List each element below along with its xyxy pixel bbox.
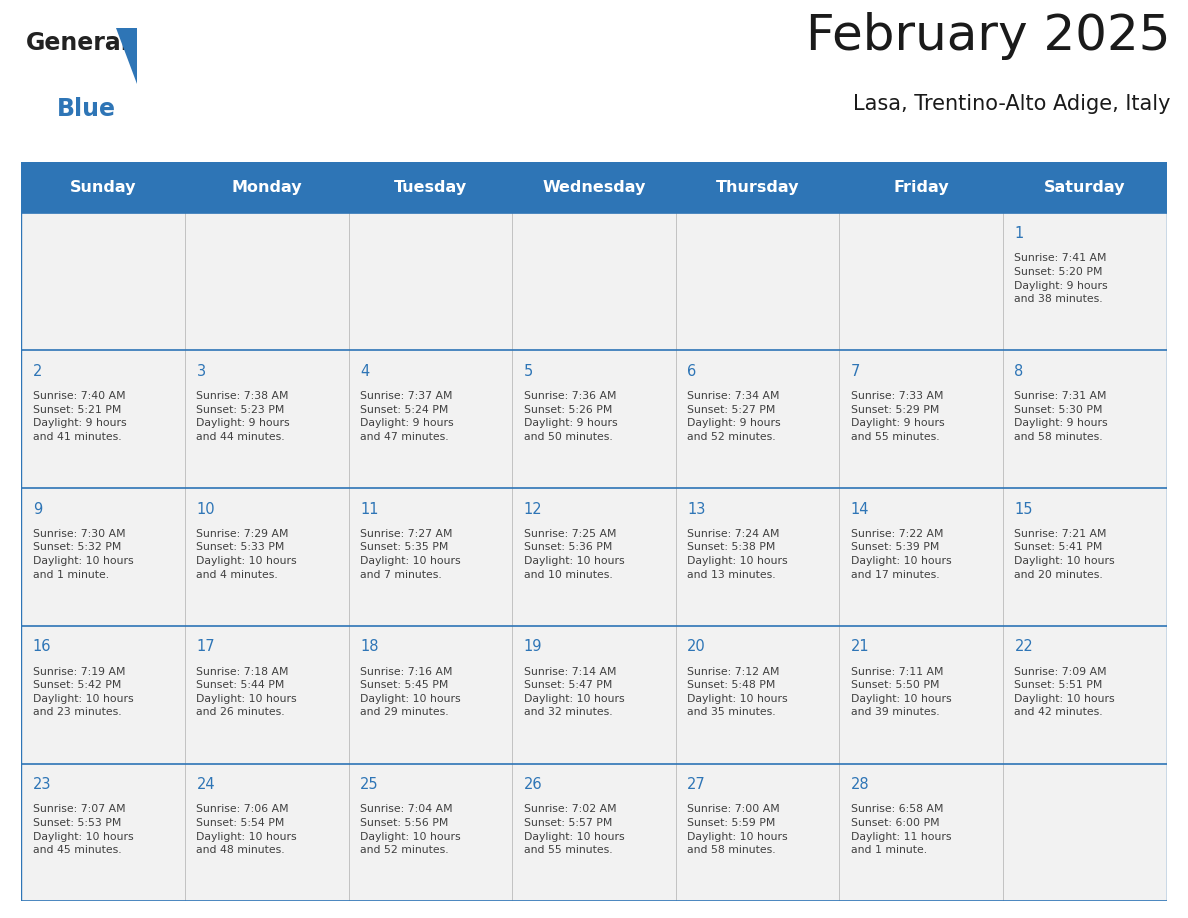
Bar: [21, 213, 1167, 351]
Text: 21: 21: [851, 639, 870, 655]
Bar: [21, 626, 1167, 764]
Text: Sunday: Sunday: [70, 180, 137, 196]
Text: Lasa, Trentino-Alto Adige, Italy: Lasa, Trentino-Alto Adige, Italy: [853, 94, 1170, 114]
Text: 12: 12: [524, 501, 542, 517]
Text: 1: 1: [1015, 226, 1024, 241]
Text: Sunrise: 7:31 AM
Sunset: 5:30 PM
Daylight: 9 hours
and 58 minutes.: Sunrise: 7:31 AM Sunset: 5:30 PM Dayligh…: [1015, 391, 1108, 442]
Text: Sunrise: 7:36 AM
Sunset: 5:26 PM
Daylight: 9 hours
and 50 minutes.: Sunrise: 7:36 AM Sunset: 5:26 PM Dayligh…: [524, 391, 618, 442]
Text: Sunrise: 7:24 AM
Sunset: 5:38 PM
Daylight: 10 hours
and 13 minutes.: Sunrise: 7:24 AM Sunset: 5:38 PM Dayligh…: [687, 529, 788, 579]
Text: 26: 26: [524, 777, 542, 792]
Text: 28: 28: [851, 777, 870, 792]
Text: 5: 5: [524, 364, 533, 379]
Text: Sunrise: 7:30 AM
Sunset: 5:32 PM
Daylight: 10 hours
and 1 minute.: Sunrise: 7:30 AM Sunset: 5:32 PM Dayligh…: [33, 529, 133, 579]
Text: Blue: Blue: [57, 96, 116, 121]
Text: 18: 18: [360, 639, 379, 655]
Text: Sunrise: 7:11 AM
Sunset: 5:50 PM
Daylight: 10 hours
and 39 minutes.: Sunrise: 7:11 AM Sunset: 5:50 PM Dayligh…: [851, 666, 952, 718]
Text: 9: 9: [33, 501, 42, 517]
Text: Sunrise: 7:41 AM
Sunset: 5:20 PM
Daylight: 9 hours
and 38 minutes.: Sunrise: 7:41 AM Sunset: 5:20 PM Dayligh…: [1015, 253, 1108, 304]
Text: Sunrise: 7:06 AM
Sunset: 5:54 PM
Daylight: 10 hours
and 48 minutes.: Sunrise: 7:06 AM Sunset: 5:54 PM Dayligh…: [196, 804, 297, 856]
Text: 14: 14: [851, 501, 870, 517]
Text: Sunrise: 7:14 AM
Sunset: 5:47 PM
Daylight: 10 hours
and 32 minutes.: Sunrise: 7:14 AM Sunset: 5:47 PM Dayligh…: [524, 666, 624, 718]
Text: 23: 23: [33, 777, 51, 792]
Text: Sunrise: 7:22 AM
Sunset: 5:39 PM
Daylight: 10 hours
and 17 minutes.: Sunrise: 7:22 AM Sunset: 5:39 PM Dayligh…: [851, 529, 952, 579]
Text: Sunrise: 7:04 AM
Sunset: 5:56 PM
Daylight: 10 hours
and 52 minutes.: Sunrise: 7:04 AM Sunset: 5:56 PM Dayligh…: [360, 804, 461, 856]
Text: Sunrise: 7:12 AM
Sunset: 5:48 PM
Daylight: 10 hours
and 35 minutes.: Sunrise: 7:12 AM Sunset: 5:48 PM Dayligh…: [687, 666, 788, 718]
Text: 11: 11: [360, 501, 379, 517]
Text: 17: 17: [196, 639, 215, 655]
Bar: [21, 764, 1167, 901]
Text: 24: 24: [196, 777, 215, 792]
Text: Saturday: Saturday: [1044, 180, 1125, 196]
Text: Sunrise: 7:18 AM
Sunset: 5:44 PM
Daylight: 10 hours
and 26 minutes.: Sunrise: 7:18 AM Sunset: 5:44 PM Dayligh…: [196, 666, 297, 718]
Text: Sunrise: 7:19 AM
Sunset: 5:42 PM
Daylight: 10 hours
and 23 minutes.: Sunrise: 7:19 AM Sunset: 5:42 PM Dayligh…: [33, 666, 133, 718]
Text: 13: 13: [687, 501, 706, 517]
Text: Sunrise: 7:07 AM
Sunset: 5:53 PM
Daylight: 10 hours
and 45 minutes.: Sunrise: 7:07 AM Sunset: 5:53 PM Dayligh…: [33, 804, 133, 856]
Text: Tuesday: Tuesday: [394, 180, 467, 196]
Bar: [21, 162, 1167, 213]
Bar: [21, 351, 1167, 488]
Text: Sunrise: 6:58 AM
Sunset: 6:00 PM
Daylight: 11 hours
and 1 minute.: Sunrise: 6:58 AM Sunset: 6:00 PM Dayligh…: [851, 804, 952, 856]
Text: February 2025: February 2025: [805, 13, 1170, 61]
Text: Sunrise: 7:37 AM
Sunset: 5:24 PM
Daylight: 9 hours
and 47 minutes.: Sunrise: 7:37 AM Sunset: 5:24 PM Dayligh…: [360, 391, 454, 442]
Text: 20: 20: [687, 639, 706, 655]
Text: Thursday: Thursday: [716, 180, 800, 196]
Text: Sunrise: 7:38 AM
Sunset: 5:23 PM
Daylight: 9 hours
and 44 minutes.: Sunrise: 7:38 AM Sunset: 5:23 PM Dayligh…: [196, 391, 290, 442]
Text: Monday: Monday: [232, 180, 302, 196]
Text: Sunrise: 7:33 AM
Sunset: 5:29 PM
Daylight: 9 hours
and 55 minutes.: Sunrise: 7:33 AM Sunset: 5:29 PM Dayligh…: [851, 391, 944, 442]
Text: 10: 10: [196, 501, 215, 517]
Text: Sunrise: 7:27 AM
Sunset: 5:35 PM
Daylight: 10 hours
and 7 minutes.: Sunrise: 7:27 AM Sunset: 5:35 PM Dayligh…: [360, 529, 461, 579]
Polygon shape: [116, 28, 137, 84]
Text: 15: 15: [1015, 501, 1032, 517]
Text: 19: 19: [524, 639, 542, 655]
Bar: [21, 488, 1167, 626]
Text: 6: 6: [687, 364, 696, 379]
Text: Sunrise: 7:34 AM
Sunset: 5:27 PM
Daylight: 9 hours
and 52 minutes.: Sunrise: 7:34 AM Sunset: 5:27 PM Dayligh…: [687, 391, 781, 442]
Text: Friday: Friday: [893, 180, 949, 196]
Text: Sunrise: 7:16 AM
Sunset: 5:45 PM
Daylight: 10 hours
and 29 minutes.: Sunrise: 7:16 AM Sunset: 5:45 PM Dayligh…: [360, 666, 461, 718]
Text: General: General: [26, 31, 129, 55]
Text: Sunrise: 7:09 AM
Sunset: 5:51 PM
Daylight: 10 hours
and 42 minutes.: Sunrise: 7:09 AM Sunset: 5:51 PM Dayligh…: [1015, 666, 1116, 718]
Text: Sunrise: 7:40 AM
Sunset: 5:21 PM
Daylight: 9 hours
and 41 minutes.: Sunrise: 7:40 AM Sunset: 5:21 PM Dayligh…: [33, 391, 126, 442]
Text: 8: 8: [1015, 364, 1024, 379]
Text: 2: 2: [33, 364, 43, 379]
Text: Sunrise: 7:00 AM
Sunset: 5:59 PM
Daylight: 10 hours
and 58 minutes.: Sunrise: 7:00 AM Sunset: 5:59 PM Dayligh…: [687, 804, 788, 856]
Text: Sunrise: 7:29 AM
Sunset: 5:33 PM
Daylight: 10 hours
and 4 minutes.: Sunrise: 7:29 AM Sunset: 5:33 PM Dayligh…: [196, 529, 297, 579]
Text: Sunrise: 7:02 AM
Sunset: 5:57 PM
Daylight: 10 hours
and 55 minutes.: Sunrise: 7:02 AM Sunset: 5:57 PM Dayligh…: [524, 804, 624, 856]
Text: 22: 22: [1015, 639, 1034, 655]
Text: 7: 7: [851, 364, 860, 379]
Text: Wednesday: Wednesday: [542, 180, 646, 196]
Text: 27: 27: [687, 777, 706, 792]
Text: Sunrise: 7:25 AM
Sunset: 5:36 PM
Daylight: 10 hours
and 10 minutes.: Sunrise: 7:25 AM Sunset: 5:36 PM Dayligh…: [524, 529, 624, 579]
Text: 25: 25: [360, 777, 379, 792]
Text: Sunrise: 7:21 AM
Sunset: 5:41 PM
Daylight: 10 hours
and 20 minutes.: Sunrise: 7:21 AM Sunset: 5:41 PM Dayligh…: [1015, 529, 1116, 579]
Text: 4: 4: [360, 364, 369, 379]
Text: 3: 3: [196, 364, 206, 379]
Text: 16: 16: [33, 639, 51, 655]
